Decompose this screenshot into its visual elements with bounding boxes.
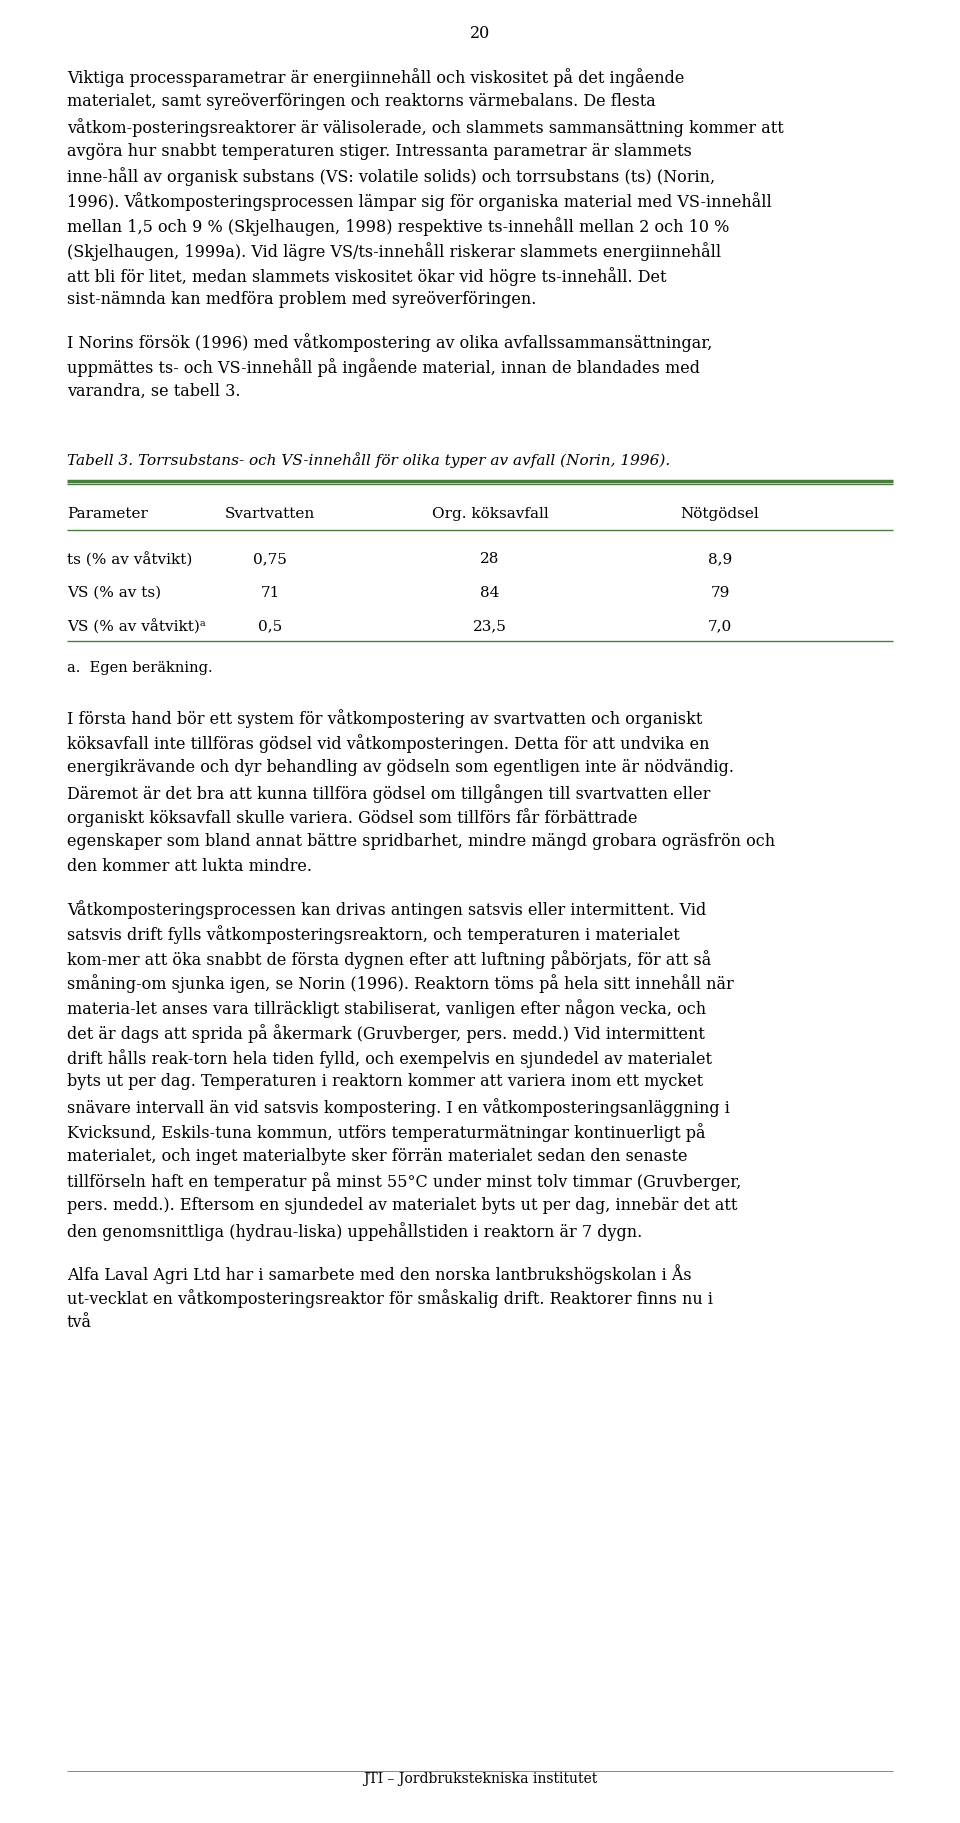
- Text: energikrävande och dyr behandling av gödseln som egentligen inte är nödvändig.: energikrävande och dyr behandling av göd…: [67, 758, 734, 775]
- Text: materia-let anses vara tillräckligt stabiliserat, vanligen efter någon vecka, oc: materia-let anses vara tillräckligt stab…: [67, 999, 707, 1017]
- Text: 1996). Våtkomposteringsprocessen lämpar sig för organiska material med VS-innehå: 1996). Våtkomposteringsprocessen lämpar …: [67, 191, 772, 211]
- Text: byts ut per dag. Temperaturen i reaktorn kommer att variera inom ett mycket: byts ut per dag. Temperaturen i reaktorn…: [67, 1072, 703, 1090]
- Text: VS (% av våtvikt)ᵃ: VS (% av våtvikt)ᵃ: [67, 620, 205, 634]
- Text: sist-nämnda kan medföra problem med syreöverföringen.: sist-nämnda kan medföra problem med syre…: [67, 292, 537, 308]
- Text: Kvicksund, Eskils-tuna kommun, utförs temperaturmätningar kontinuerligt på: Kvicksund, Eskils-tuna kommun, utförs te…: [67, 1123, 706, 1141]
- Text: materialet, och inget materialbyte sker förrän materialet sedan den senaste: materialet, och inget materialbyte sker …: [67, 1147, 687, 1165]
- Text: satsvis drift fylls våtkomposteringsreaktorn, och temperaturen i materialet: satsvis drift fylls våtkomposteringsreak…: [67, 924, 680, 942]
- Text: Alfa Laval Agri Ltd har i samarbete med den norska lantbrukshögskolan i Ås: Alfa Laval Agri Ltd har i samarbete med …: [67, 1263, 691, 1283]
- Text: den kommer att lukta mindre.: den kommer att lukta mindre.: [67, 857, 312, 875]
- Text: snävare intervall än vid satsvis kompostering. I en våtkomposteringsanläggning i: snävare intervall än vid satsvis kompost…: [67, 1097, 730, 1116]
- Text: det är dags att sprida på åkermark (Gruvberger, pers. medd.) Vid intermittent: det är dags att sprida på åkermark (Gruv…: [67, 1023, 705, 1043]
- Text: 23,5: 23,5: [473, 620, 507, 633]
- Text: inne-håll av organisk substans (VS: volatile solids) och torrsubstans (ts) (Nori: inne-håll av organisk substans (VS: vola…: [67, 168, 715, 186]
- Text: Viktiga processparametrar är energiinnehåll och viskositet på det ingående: Viktiga processparametrar är energiinneh…: [67, 69, 684, 88]
- Text: Våtkomposteringsprocessen kan drivas antingen satsvis eller intermittent. Vid: Våtkomposteringsprocessen kan drivas ant…: [67, 899, 707, 919]
- Text: kom-mer att öka snabbt de första dygnen efter att luftning påbörjats, för att så: kom-mer att öka snabbt de första dygnen …: [67, 950, 711, 968]
- Text: egenskaper som bland annat bättre spridbarhet, mindre mängd grobara ogräsfrön oc: egenskaper som bland annat bättre spridb…: [67, 833, 775, 850]
- Text: 0,75: 0,75: [253, 552, 287, 565]
- Text: organiskt köksavfall skulle variera. Gödsel som tillförs får förbättrade: organiskt köksavfall skulle variera. Göd…: [67, 808, 637, 828]
- Text: I första hand bör ett system för våtkompostering av svartvatten och organiskt: I första hand bör ett system för våtkomp…: [67, 709, 703, 727]
- Text: 0,5: 0,5: [258, 620, 282, 633]
- Text: Org. köksavfall: Org. köksavfall: [432, 507, 548, 521]
- Text: materialet, samt syreöverföringen och reaktorns värmebalans. De flesta: materialet, samt syreöverföringen och re…: [67, 93, 656, 109]
- Text: pers. medd.). Eftersom en sjundedel av materialet byts ut per dag, innebär det a: pers. medd.). Eftersom en sjundedel av m…: [67, 1196, 737, 1214]
- Text: att bli för litet, medan slammets viskositet ökar vid högre ts-innehåll. Det: att bli för litet, medan slammets viskos…: [67, 266, 666, 286]
- Text: köksavfall inte tillföras gödsel vid våtkomposteringen. Detta för att undvika en: köksavfall inte tillföras gödsel vid våt…: [67, 735, 709, 753]
- Text: ts (% av våtvikt): ts (% av våtvikt): [67, 552, 192, 567]
- Text: tillförseln haft en temperatur på minst 55°C under minst tolv timmar (Gruvberger: tillförseln haft en temperatur på minst …: [67, 1172, 741, 1190]
- Text: Nötgödsel: Nötgödsel: [681, 507, 759, 521]
- Text: 7,0: 7,0: [708, 620, 732, 633]
- Text: Tabell 3. Torrsubstans- och VS-innehåll för olika typer av avfall (Norin, 1996).: Tabell 3. Torrsubstans- och VS-innehåll …: [67, 452, 670, 469]
- Text: 28: 28: [480, 552, 500, 565]
- Text: 84: 84: [480, 585, 500, 600]
- Text: Parameter: Parameter: [67, 507, 148, 521]
- Text: (Skjelhaugen, 1999a). Vid lägre VS/ts-innehåll riskerar slammets energiinnehåll: (Skjelhaugen, 1999a). Vid lägre VS/ts-in…: [67, 242, 721, 261]
- Text: 79: 79: [710, 585, 730, 600]
- Text: småning-om sjunka igen, se Norin (1996). Reaktorn töms på hela sitt innehåll när: småning-om sjunka igen, se Norin (1996).…: [67, 973, 733, 994]
- Text: två: två: [67, 1313, 92, 1329]
- Text: 20: 20: [469, 26, 491, 42]
- Text: avgöra hur snabbt temperaturen stiger. Intressanta parametrar är slammets: avgöra hur snabbt temperaturen stiger. I…: [67, 142, 692, 160]
- Text: våtkom-posteringsreaktorer är välisolerade, och slammets sammansättning kommer a: våtkom-posteringsreaktorer är välisolera…: [67, 118, 783, 137]
- Text: 71: 71: [260, 585, 279, 600]
- Text: ut-vecklat en våtkomposteringsreaktor för småskalig drift. Reaktorer finns nu i: ut-vecklat en våtkomposteringsreaktor fö…: [67, 1289, 713, 1307]
- Text: a.  Egen beräkning.: a. Egen beräkning.: [67, 660, 212, 675]
- Text: den genomsnittliga (hydrau-liska) uppehållstiden i reaktorn är 7 dygn.: den genomsnittliga (hydrau-liska) uppehå…: [67, 1221, 642, 1240]
- Text: JTI – Jordbrukstekniska institutet: JTI – Jordbrukstekniska institutet: [363, 1770, 597, 1785]
- Text: 8,9: 8,9: [708, 552, 732, 565]
- Text: mellan 1,5 och 9 % (Skjelhaugen, 1998) respektive ts-innehåll mellan 2 och 10 %: mellan 1,5 och 9 % (Skjelhaugen, 1998) r…: [67, 217, 730, 235]
- Text: I Norins försök (1996) med våtkompostering av olika avfallssammansättningar,: I Norins försök (1996) med våtkomposteri…: [67, 334, 712, 352]
- Text: varandra, se tabell 3.: varandra, se tabell 3.: [67, 383, 241, 399]
- Text: uppmättes ts- och VS-innehåll på ingående material, innan de blandades med: uppmättes ts- och VS-innehåll på ingåend…: [67, 357, 700, 377]
- Text: Svartvatten: Svartvatten: [225, 507, 315, 521]
- Text: VS (% av ts): VS (% av ts): [67, 585, 161, 600]
- Text: drift hålls reak-torn hela tiden fylld, och exempelvis en sjundedel av materiale: drift hålls reak-torn hela tiden fylld, …: [67, 1048, 712, 1066]
- Text: Däremot är det bra att kunna tillföra gödsel om tillgången till svartvatten elle: Däremot är det bra att kunna tillföra gö…: [67, 784, 710, 802]
